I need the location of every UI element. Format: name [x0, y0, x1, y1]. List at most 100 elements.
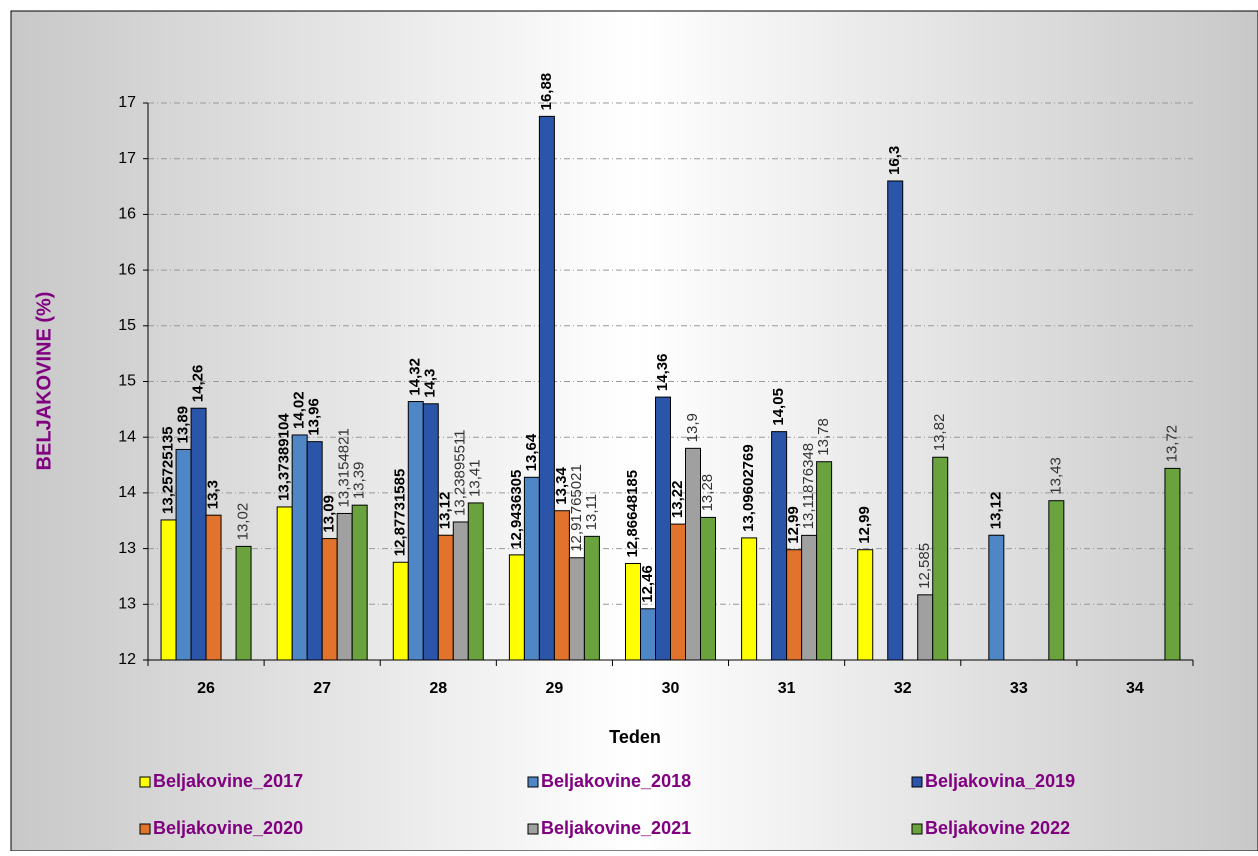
bar [771, 431, 788, 661]
data-label: 13,22 [669, 481, 686, 519]
data-label: 14,05 [770, 388, 787, 426]
bar [190, 407, 207, 661]
legend-swatch [139, 823, 151, 835]
y-tick-label: 13 [118, 540, 136, 557]
data-label: 14,3 [422, 369, 439, 398]
x-tick-label: 26 [197, 680, 215, 697]
legend-swatch [139, 776, 151, 788]
bar [351, 504, 368, 661]
y-tick-label: 16 [118, 261, 136, 278]
x-tick-label: 32 [894, 680, 912, 697]
bar [655, 396, 671, 661]
data-label: 13,72 [1163, 425, 1180, 463]
bar [700, 516, 716, 661]
bar [887, 180, 904, 661]
data-label: 13,39 [351, 462, 368, 500]
bar [857, 549, 874, 661]
bar [160, 519, 177, 661]
data-label: 13,64 [523, 433, 540, 471]
data-label: 12,87731585 [392, 469, 409, 557]
data-label: 13,37389104 [276, 413, 293, 501]
bar [932, 456, 949, 661]
bar [640, 608, 656, 661]
data-label: 13,34 [553, 467, 570, 505]
data-label: 14,32 [407, 358, 424, 396]
y-tick-label: 15 [118, 317, 136, 334]
bar [175, 448, 192, 661]
legend-swatch [911, 776, 923, 788]
data-label: 13,11876348 [800, 443, 817, 529]
y-tick-label: 17 [118, 150, 136, 167]
x-axis-label: Teden [609, 727, 661, 747]
data-label: 13,3154821 [336, 428, 353, 507]
bar [467, 502, 484, 661]
data-label: 12,585 [916, 543, 933, 589]
x-tick-label: 34 [1126, 680, 1144, 697]
bar [422, 403, 439, 661]
bar [538, 115, 555, 661]
bar [437, 534, 454, 661]
y-tick-label: 12 [118, 651, 136, 668]
data-label: 12,91765021 [568, 464, 585, 552]
bar [336, 512, 353, 661]
data-label: 14,02 [291, 391, 308, 429]
bar [291, 434, 308, 661]
bar [816, 461, 833, 661]
bar [786, 549, 803, 661]
y-tick-label: 14 [118, 428, 136, 445]
bar [392, 561, 409, 661]
y-axis-label: BELJAKOVINE (%) [33, 292, 55, 471]
data-label: 13,09 [321, 495, 338, 533]
data-label: 13,02 [235, 503, 252, 541]
data-label: 14,36 [654, 354, 671, 392]
bar [1048, 500, 1065, 661]
background [10, 10, 1258, 852]
data-label: 16,88 [538, 73, 555, 111]
bar [741, 537, 758, 661]
legend-label: Beljakovine_2018 [541, 771, 691, 791]
legend-swatch [527, 776, 539, 788]
y-tick-label: 16 [118, 206, 136, 223]
data-label: 12,99 [856, 506, 873, 544]
bar [988, 534, 1005, 661]
data-label: 14,26 [190, 365, 207, 403]
bar [306, 441, 323, 661]
data-label: 13,3 [205, 480, 222, 509]
bar [205, 514, 222, 661]
bar [523, 476, 540, 661]
data-label: 13,82 [931, 414, 948, 452]
bar [235, 545, 252, 661]
bar [917, 594, 934, 661]
legend-label: Beljakovine 2022 [925, 818, 1070, 838]
data-label: 13,23895511 [452, 429, 469, 515]
x-tick-label: 30 [662, 680, 680, 697]
data-label: 12,46 [639, 565, 656, 603]
legend-swatch [527, 823, 539, 835]
x-tick-label: 29 [545, 680, 563, 697]
data-label: 12,86648185 [624, 470, 641, 558]
data-label: 13,41 [467, 459, 484, 497]
data-label: 13,09602769 [740, 444, 757, 532]
legend-swatch [911, 823, 923, 835]
bar [452, 521, 469, 661]
data-label: 16,3 [886, 146, 903, 175]
x-tick-label: 33 [1010, 680, 1028, 697]
legend-label: Beljakovine_2020 [153, 818, 303, 838]
bar [508, 554, 525, 661]
y-tick-label: 17 [118, 94, 136, 111]
bar [1164, 467, 1181, 661]
y-tick-label: 13 [118, 596, 136, 613]
bar [321, 538, 338, 661]
x-tick-label: 31 [778, 680, 796, 697]
data-label: 13,89 [175, 406, 192, 444]
data-label: 12,9436305 [508, 470, 525, 549]
data-label: 12,99 [785, 506, 802, 544]
data-label: 13,78 [815, 418, 832, 456]
bar [568, 557, 585, 661]
legend-label: Beljakovina_2019 [925, 771, 1075, 791]
bar [407, 401, 424, 661]
data-label: 13,12 [987, 492, 1004, 530]
data-label: 13,96 [306, 398, 323, 436]
data-label: 13,9 [684, 413, 701, 442]
